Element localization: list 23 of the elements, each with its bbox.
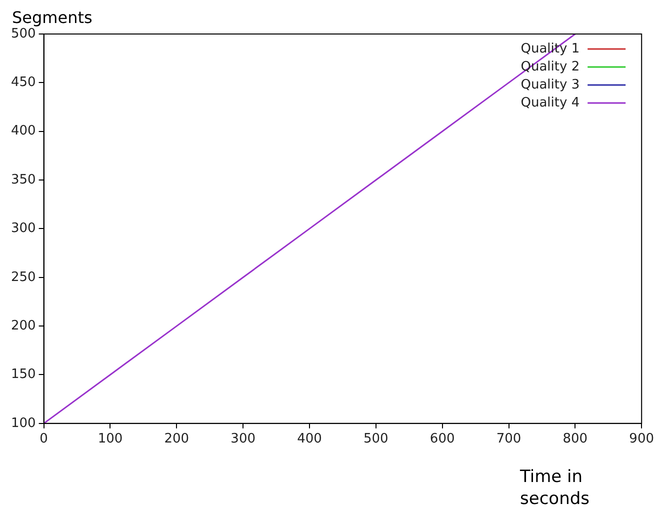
x-tick-label: 900 [629, 432, 654, 447]
x-tick-label: 700 [496, 432, 522, 447]
y-tick-label: 300 [10, 221, 36, 236]
x-tick-label: 100 [98, 432, 123, 447]
x-tick-label: 800 [562, 432, 588, 447]
y-axis-title: Segments [12, 8, 92, 27]
y-tick-label: 450 [10, 75, 36, 90]
legend-label: Quality 4 [520, 95, 580, 110]
y-tick-label: 100 [10, 416, 36, 431]
y-tick-label: 400 [10, 124, 36, 139]
y-tick-label: 150 [10, 367, 36, 382]
y-tick-label: 350 [10, 172, 36, 188]
y-tick-label: 200 [10, 318, 36, 334]
x-tick-label: 400 [297, 432, 322, 447]
x-tick-label: 600 [430, 432, 455, 447]
legend-label: Quality 3 [520, 77, 580, 92]
x-tick-label: 300 [230, 432, 256, 447]
x-tick-label: 0 [40, 432, 48, 447]
x-axis-title: Time in seconds [520, 466, 590, 510]
y-tick-label: 250 [10, 270, 36, 285]
x-tick-label: 500 [364, 432, 388, 447]
x-tick-label: 200 [164, 432, 190, 447]
y-tick-label: 500 [10, 26, 36, 42]
